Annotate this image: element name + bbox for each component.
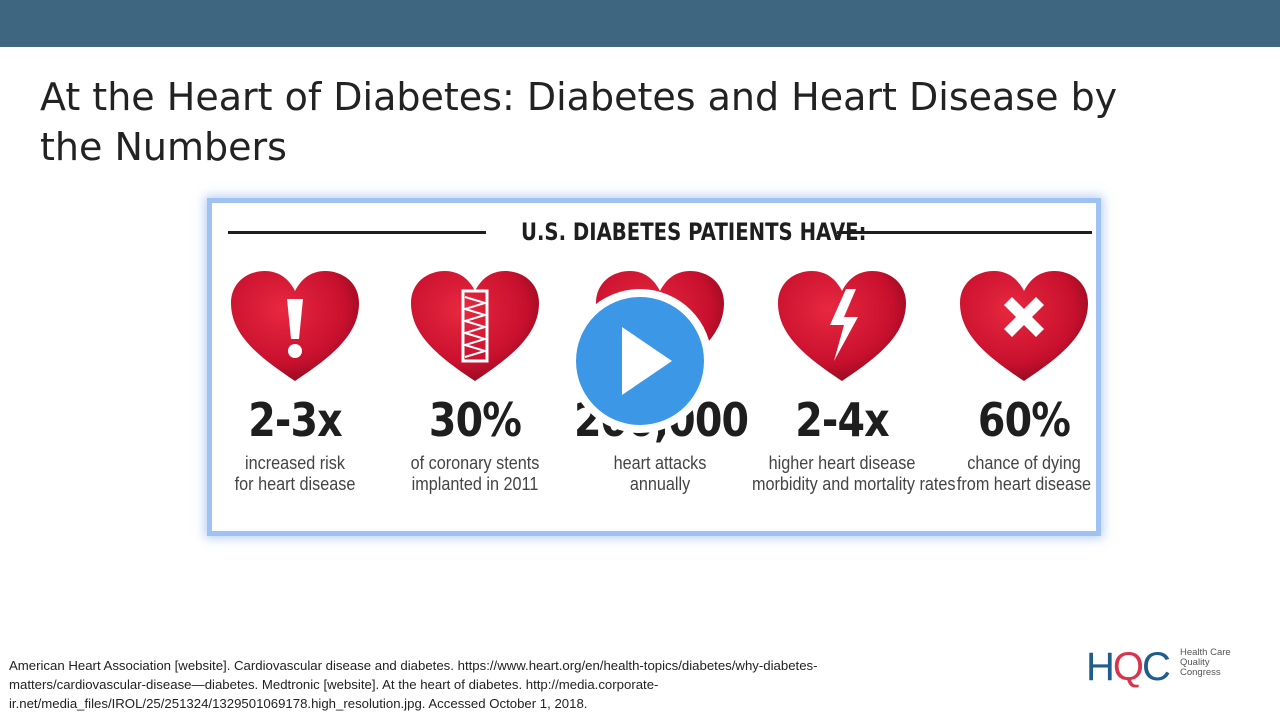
banner-rule-left — [228, 231, 486, 234]
hqc-logo: HQC Health Care Quality Congress — [1086, 644, 1256, 690]
stat-description: higher heart disease morbidity and morta… — [752, 453, 956, 494]
stat-value: 2-4x — [795, 393, 889, 447]
citation-line: matters/cardiovascular-disease—diabetes.… — [9, 677, 659, 692]
broken-heart-icon — [778, 271, 906, 381]
slide-title: At the Heart of Diabetes: Diabetes and H… — [40, 75, 1118, 169]
logo-mark: HQC — [1086, 645, 1171, 689]
stat-card: 2-3x increased risk for heart disease — [195, 269, 395, 495]
citation-line: ir.net/media_files/IROL/25/251324/132950… — [9, 696, 588, 711]
play-icon — [568, 289, 712, 433]
banner-rule-right — [837, 231, 1092, 234]
stat-value: 30% — [428, 393, 522, 447]
stent-heart-icon — [411, 271, 539, 381]
citation: American Heart Association [website]. Ca… — [9, 656, 1049, 713]
play-button[interactable] — [566, 287, 714, 435]
stat-value: 60% — [977, 393, 1071, 447]
exclamation-heart-icon — [231, 271, 359, 381]
infographic-heading: U.S. DIABETES PATIENTS HAVE: — [520, 218, 867, 246]
stat-card: 30% of coronary stents implanted in 2011 — [375, 269, 575, 495]
header-bar — [0, 0, 1280, 47]
stat-card: 60% chance of dying from heart disease — [924, 269, 1124, 495]
stat-description: of coronary stents implanted in 2011 — [410, 453, 540, 494]
x-heart-icon — [960, 271, 1088, 381]
stat-value: 2-3x — [248, 393, 342, 447]
infographic-banner: U.S. DIABETES PATIENTS HAVE: — [228, 215, 1092, 249]
stat-description: chance of dying from heart disease — [956, 453, 1092, 494]
stat-card: 2-4x higher heart disease morbidity and … — [742, 269, 956, 495]
logo-tagline: Health Care Quality Congress — [1180, 647, 1231, 678]
infographic-image: U.S. DIABETES PATIENTS HAVE: 2-3x increa… — [212, 203, 1096, 531]
stat-description: increased risk for heart disease — [234, 453, 356, 494]
stat-description: heart attacks annually — [613, 453, 707, 494]
citation-line: American Heart Association [website]. Ca… — [9, 658, 818, 673]
